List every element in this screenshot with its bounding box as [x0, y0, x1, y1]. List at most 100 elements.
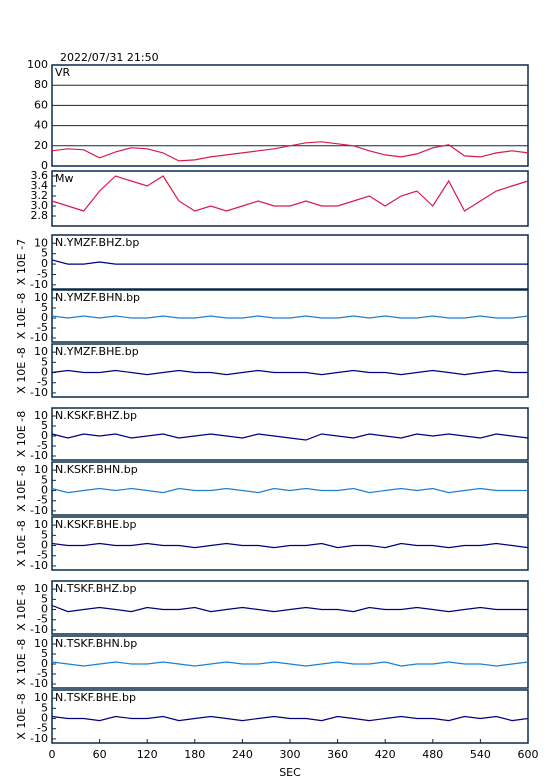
- y-tick-label: -10: [30, 732, 48, 745]
- y-tick-label: 10: [34, 236, 48, 249]
- series-label: N.YMZF.BHZ.bp: [55, 236, 139, 249]
- series-label: N.KSKF.BHN.bp: [55, 463, 138, 476]
- y-tick-label: -10: [30, 559, 48, 572]
- y-tick-label: 0: [41, 159, 48, 172]
- y-tick-label: -5: [37, 549, 48, 562]
- y-tick-label: 0: [41, 366, 48, 379]
- x-tick-label: 0: [49, 748, 56, 761]
- panel-frame: [51, 170, 529, 227]
- y-axis-label: X 10E -8: [15, 293, 28, 339]
- y-tick-label: -10: [30, 449, 48, 462]
- y-tick-label: -10: [30, 504, 48, 517]
- y-tick-label: 5: [41, 528, 48, 541]
- y-axis-label: X 10E -8: [15, 584, 28, 630]
- series-label: N.KSKF.BHZ.bp: [55, 409, 137, 422]
- y-tick-label: 5: [41, 301, 48, 314]
- y-tick-label: 0: [41, 484, 48, 497]
- y-tick-label: 10: [34, 691, 48, 704]
- series-label: VR: [55, 66, 71, 79]
- y-axis-label: X 10E -8: [15, 693, 28, 739]
- y-tick-label: -10: [30, 623, 48, 636]
- trace: [51, 715, 529, 722]
- panel-frame: [51, 580, 529, 635]
- y-tick-label: 10: [34, 518, 48, 531]
- y-tick-label: 3.0: [31, 199, 49, 212]
- y-tick-label: -5: [37, 267, 48, 280]
- y-tick-label: 80: [34, 78, 48, 91]
- trace: [51, 604, 528, 613]
- x-tick-label: 540: [470, 748, 491, 761]
- y-tick-label: 3.6: [31, 169, 49, 182]
- y-tick-label: 5: [41, 473, 48, 486]
- y-tick-label: -5: [37, 376, 48, 389]
- x-axis-label: SEC: [279, 766, 301, 779]
- y-tick-label: 0: [41, 257, 48, 270]
- y-tick-label: -10: [30, 278, 48, 291]
- trace: [51, 369, 528, 376]
- trace: [51, 175, 529, 212]
- y-tick-label: 0: [41, 712, 48, 725]
- chart-title: 2022/07/31 21:50: [60, 51, 159, 64]
- x-tick-label: 600: [518, 748, 539, 761]
- series-label: N.TSKF.BHZ.bp: [55, 582, 137, 595]
- y-tick-label: 40: [34, 119, 48, 132]
- y-tick-label: 0: [41, 657, 48, 670]
- y-tick-label: 5: [41, 247, 48, 260]
- y-tick-label: 10: [34, 409, 48, 422]
- panel-frame: [51, 343, 529, 398]
- y-tick-label: -10: [30, 331, 48, 344]
- series-label: N.YMZF.BHN.bp: [55, 291, 140, 304]
- y-axis-label: X 10E -8: [15, 639, 28, 685]
- x-tick-label: 360: [327, 748, 348, 761]
- y-tick-label: -5: [37, 439, 48, 452]
- y-tick-label: -10: [30, 386, 48, 399]
- y-tick-label: 10: [34, 637, 48, 650]
- y-tick-label: -5: [37, 321, 48, 334]
- y-axis-label: X 10E -8: [15, 465, 28, 511]
- y-tick-label: 0: [41, 311, 48, 324]
- y-tick-label: 5: [41, 647, 48, 660]
- trace: [51, 433, 529, 441]
- y-tick-label: -10: [30, 677, 48, 690]
- y-tick-label: 10: [34, 463, 48, 476]
- x-tick-label: 480: [422, 748, 443, 761]
- y-axis-label: X 10E -8: [15, 411, 28, 457]
- y-tick-label: 100: [27, 58, 48, 71]
- y-tick-label: 3.4: [31, 179, 49, 192]
- x-tick-label: 240: [232, 748, 253, 761]
- trace: [51, 141, 529, 162]
- trace: [51, 542, 529, 549]
- x-tick-label: 60: [93, 748, 107, 761]
- y-tick-label: 0: [41, 539, 48, 552]
- y-tick-label: 3.2: [31, 189, 49, 202]
- y-axis-label: X 10E -7: [15, 239, 28, 285]
- series-label: N.TSKF.BHE.bp: [55, 691, 136, 704]
- trace: [51, 259, 528, 265]
- y-tick-label: -5: [37, 722, 48, 735]
- y-tick-label: -5: [37, 667, 48, 680]
- series-label: Mw: [55, 172, 74, 185]
- y-tick-label: 20: [34, 139, 48, 152]
- y-tick-label: -5: [37, 613, 48, 626]
- y-tick-label: 10: [34, 291, 48, 304]
- trace: [51, 315, 529, 319]
- y-axis-label: X 10E -8: [15, 347, 28, 393]
- y-tick-label: 10: [34, 582, 48, 595]
- y-tick-label: 0: [41, 429, 48, 442]
- x-tick-label: 420: [375, 748, 396, 761]
- x-tick-label: 120: [137, 748, 158, 761]
- x-tick-label: 300: [280, 748, 301, 761]
- trace: [51, 661, 529, 667]
- panel-frame: [51, 234, 529, 290]
- series-label: N.TSKF.BHN.bp: [55, 637, 137, 650]
- y-tick-label: 5: [41, 419, 48, 432]
- y-tick-label: -5: [37, 494, 48, 507]
- y-tick-label: 5: [41, 701, 48, 714]
- series-label: N.KSKF.BHE.bp: [55, 518, 136, 531]
- y-tick-label: 0: [41, 603, 48, 616]
- series-label: N.YMZF.BHE.bp: [55, 345, 139, 358]
- y-tick-label: 60: [34, 98, 48, 111]
- y-tick-label: 2.8: [31, 209, 49, 222]
- y-tick-label: 5: [41, 355, 48, 368]
